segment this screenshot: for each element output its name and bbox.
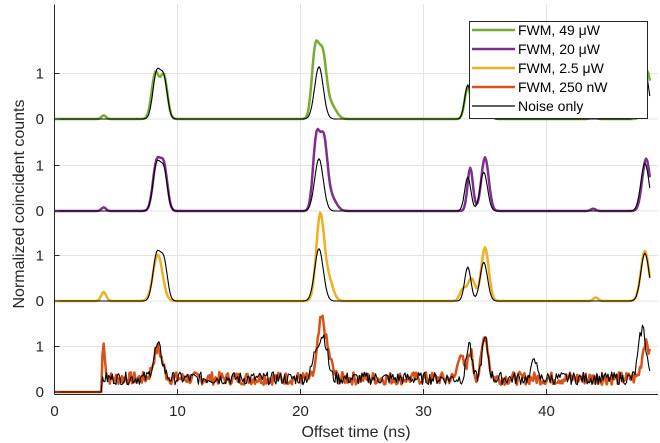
axes xyxy=(54,4,658,395)
series-line-2 xyxy=(54,211,652,303)
x-tick-label-2: 20 xyxy=(292,403,309,420)
x-tick-label-3: 30 xyxy=(415,403,432,420)
noise-line-0 xyxy=(54,324,651,393)
y-tick-label-1-0: 0 xyxy=(36,293,44,310)
y-tick-label-1-1: 1 xyxy=(36,248,44,265)
y-tick-label-3-0: 0 xyxy=(36,111,44,128)
x-tick-labels: 0 10 20 30 40 xyxy=(50,389,555,420)
x-axis-label: Offset time (ns) xyxy=(301,424,410,441)
legend-label-3: FWM, 250 nW xyxy=(518,79,608,95)
noise-line-1 xyxy=(54,248,651,302)
legend-label-1: FWM, 20 μW xyxy=(518,41,601,57)
y-tick-label-2-0: 0 xyxy=(36,203,44,220)
legend: FWM, 49 μW FWM, 20 μW FWM, 2.5 μW FWM, 250 … xyxy=(469,21,648,119)
series-line-1 xyxy=(54,127,652,213)
x-tick-label-4: 40 xyxy=(538,403,555,420)
y-tick-label-0-0: 0 xyxy=(36,384,44,401)
noise-line-2 xyxy=(54,158,651,212)
x-tick-label-1: 10 xyxy=(169,403,186,420)
y-axis-label: Normalized coincident counts xyxy=(11,100,28,309)
legend-label-2: FWM, 2.5 μW xyxy=(518,60,605,76)
y-tick-labels: 0 1 0 1 0 1 0 1 xyxy=(36,66,60,401)
y-tick-label-0-1: 1 xyxy=(36,339,44,356)
y-tick-label-3-1: 1 xyxy=(36,66,44,83)
y-tick-label-2-1: 1 xyxy=(36,158,44,175)
legend-label-4: Noise only xyxy=(518,98,583,114)
legend-label-0: FWM, 49 μW xyxy=(518,22,601,38)
legend-box xyxy=(469,21,648,119)
series-line-3 xyxy=(54,314,652,394)
x-tick-label-0: 0 xyxy=(50,403,58,420)
